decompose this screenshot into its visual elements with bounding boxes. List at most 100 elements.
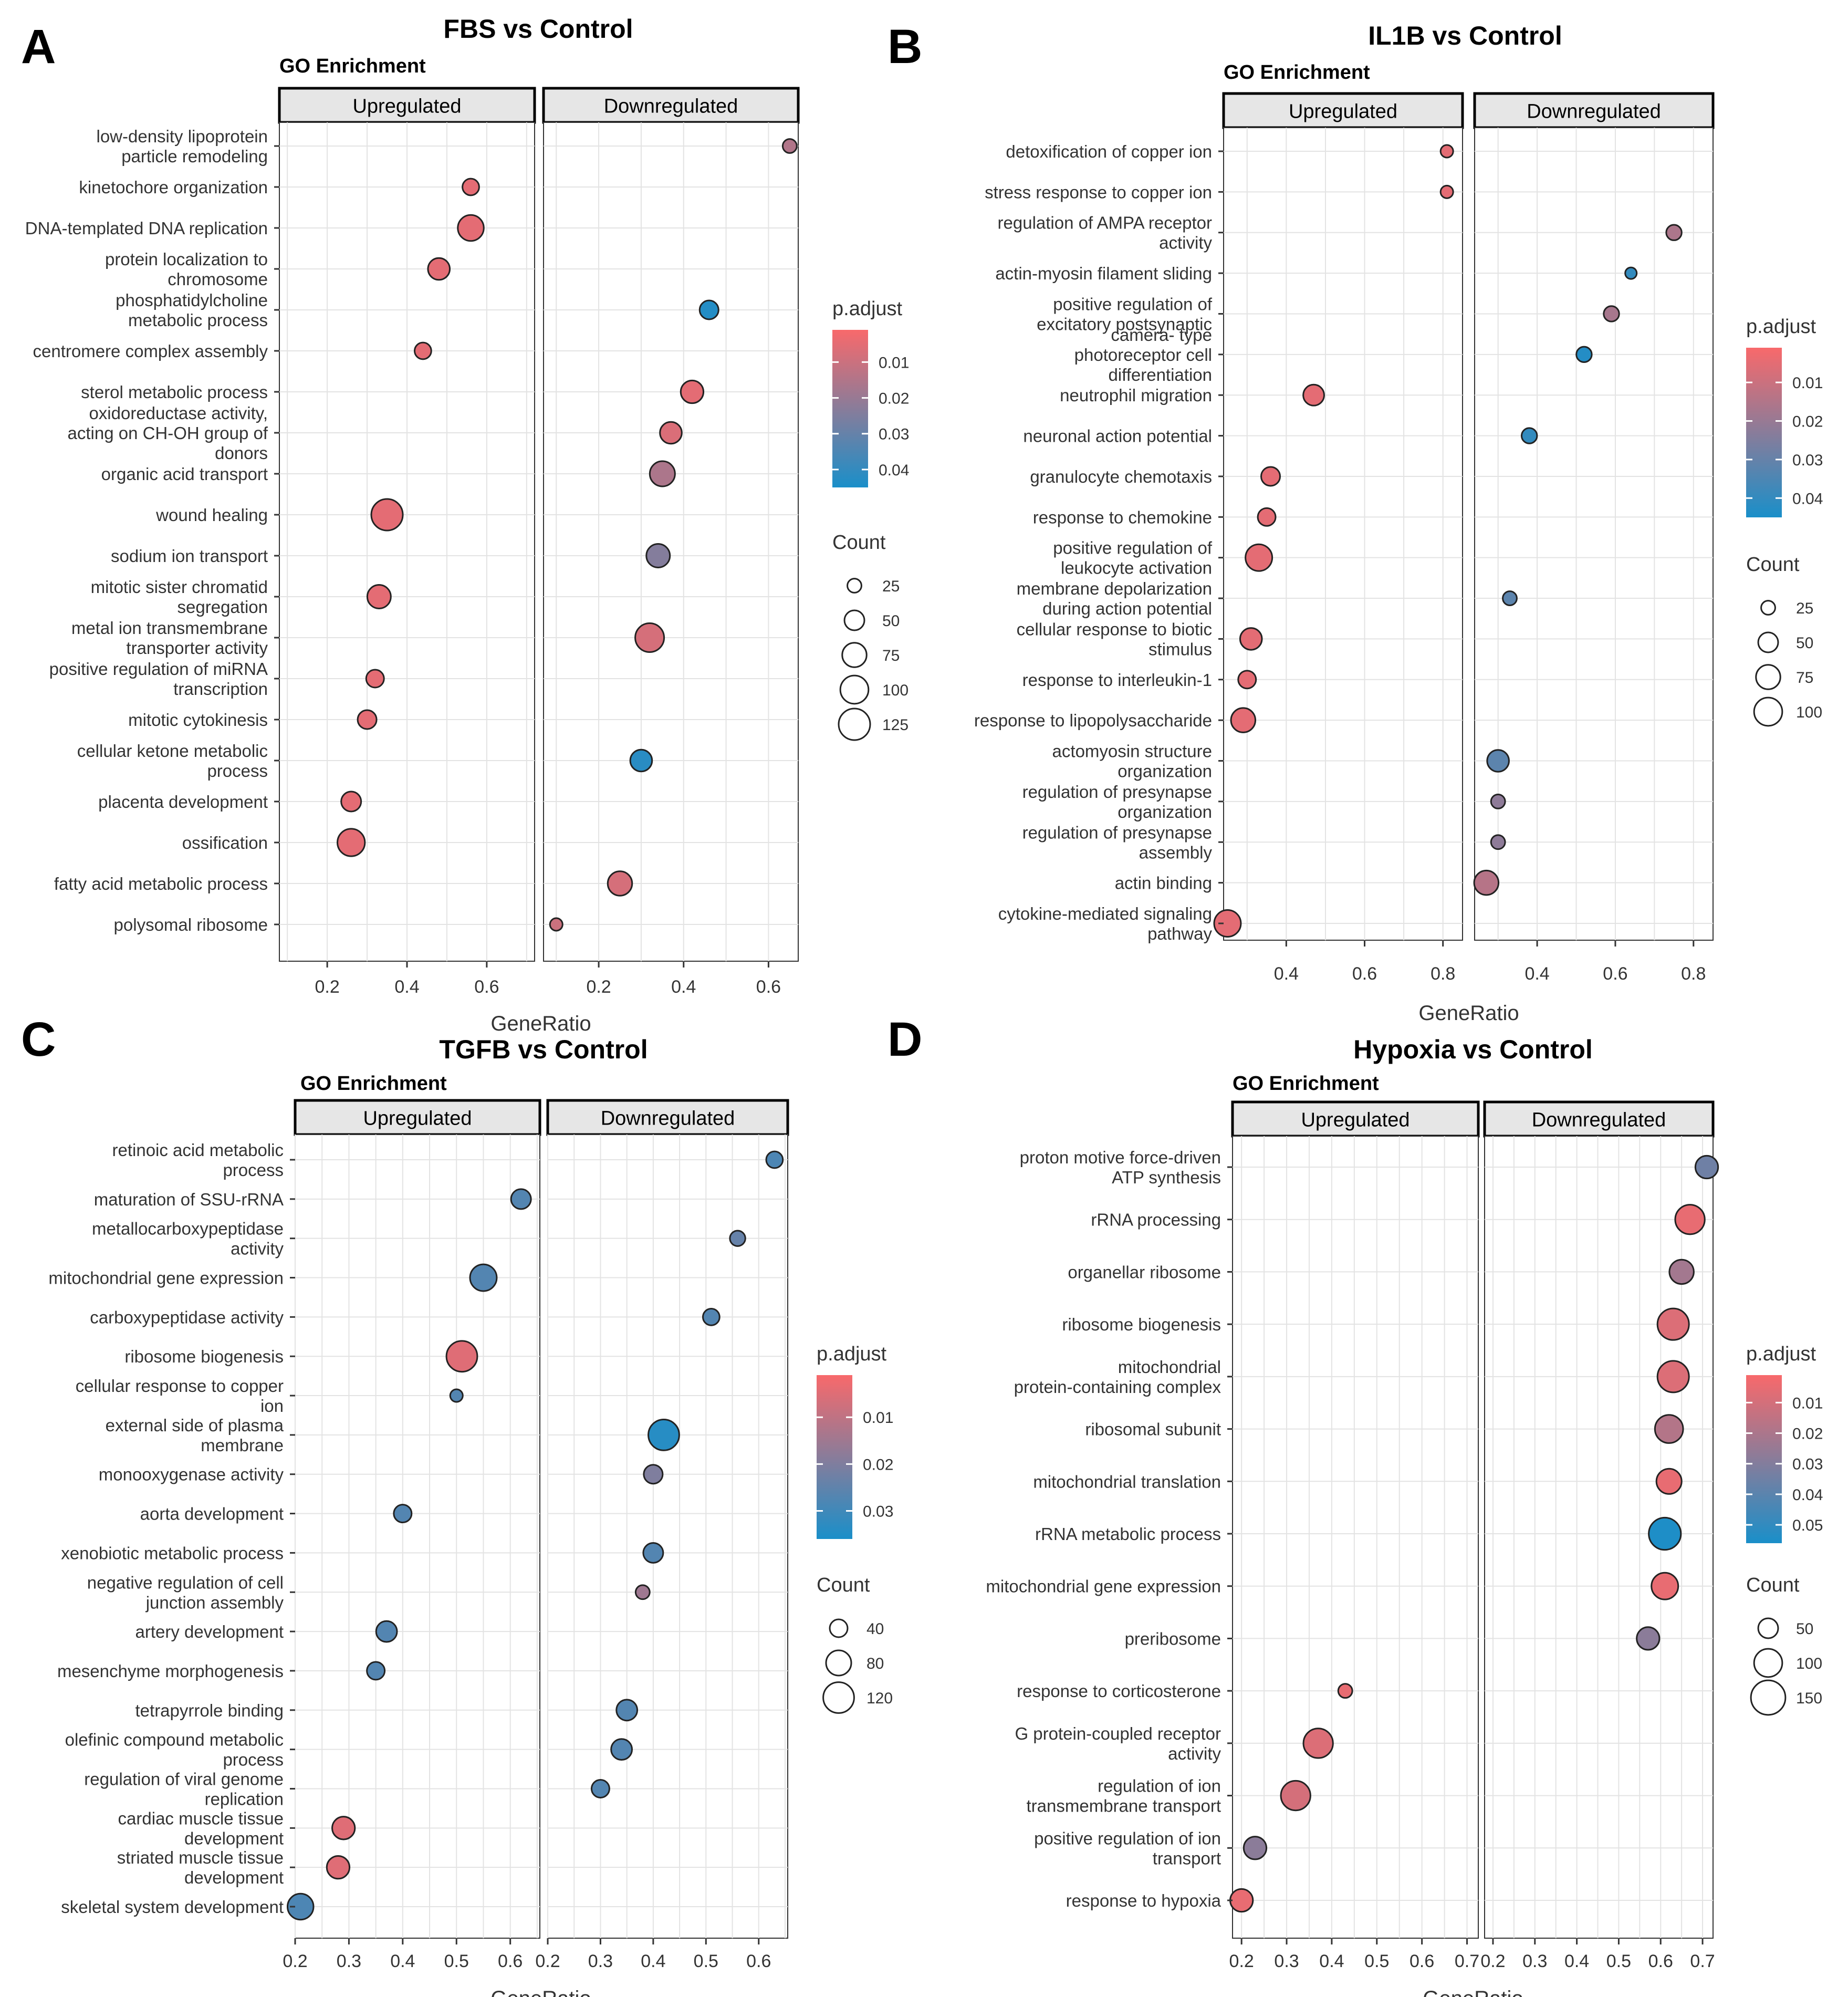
y-tick-label: ribosome biogenesis [1062, 1315, 1221, 1334]
y-tick-label: positive regulation of excitatory postsyn… [1037, 294, 1213, 334]
legend-tick-label: 0.01 [863, 1409, 893, 1427]
plot-area [543, 122, 799, 962]
y-tick-label: cellular response to copper ion [76, 1376, 284, 1416]
facet-upregulated: Upregulated 0.2 0.3 0.4 0.5 0.6 [283, 1099, 541, 1971]
panel-b: B IL1B vs Control GO Enrichment Upregulated… [888, 20, 1823, 1025]
panel-letter: A [21, 20, 56, 74]
chart-subtitle: GO Enrichment [1233, 1073, 1379, 1095]
legend-tick-label: 0.03 [863, 1503, 893, 1521]
data-point [427, 257, 451, 281]
data-point [629, 748, 653, 773]
x-tick-label: 0.6 [756, 977, 781, 997]
y-tick-label: G protein-coupled receptor activity [1015, 1724, 1221, 1763]
data-point [1239, 627, 1263, 651]
data-point [1229, 1888, 1254, 1913]
legend-tick-label: 0.02 [1792, 413, 1823, 430]
data-point [1665, 224, 1683, 241]
data-point [1654, 1414, 1684, 1444]
data-point [729, 1230, 746, 1247]
legend-size-circle [825, 1649, 852, 1677]
legend-color-title: p.adjust [832, 298, 903, 320]
data-point [457, 214, 485, 242]
y-tick-label: positive regulation of miRNA transcriptio… [49, 659, 268, 699]
x-tick-label: 0.4 [1525, 964, 1549, 984]
data-point [607, 870, 633, 897]
legend-size-circle [822, 1681, 855, 1714]
legend-size-label: 50 [1796, 1620, 1813, 1638]
data-point [1230, 707, 1257, 733]
x-tick-label: 0.4 [1564, 1951, 1589, 1971]
data-point [642, 1542, 664, 1564]
data-point [648, 1419, 680, 1451]
data-point [615, 1699, 639, 1722]
legend-color-title: p.adjust [817, 1343, 887, 1365]
data-point [1575, 346, 1593, 363]
data-point [645, 543, 671, 568]
y-tick-label: wound healing [155, 505, 268, 525]
y-tick-label: skeletal system development [61, 1897, 284, 1917]
legend-size-circle [838, 708, 871, 741]
chart-subtitle: GO Enrichment [1224, 61, 1370, 84]
data-point [1656, 1360, 1690, 1393]
data-point [659, 421, 683, 445]
legend-size-label: 80 [866, 1655, 884, 1672]
x-tick-label: 0.4 [671, 977, 696, 997]
data-point [643, 1464, 664, 1485]
data-point [1668, 1258, 1695, 1285]
legend-size-label: 75 [1796, 669, 1813, 687]
x-tick-label: 0.2 [535, 1951, 560, 1971]
data-point [1636, 1626, 1661, 1651]
panel-a: A FBS vs Control GO Enrichment Upregulated 0… [21, 14, 909, 1035]
legend-size-label: 150 [1796, 1690, 1822, 1707]
legend-colorbar [1746, 348, 1782, 517]
chart-subtitle: GO Enrichment [300, 1073, 447, 1095]
data-point [287, 1892, 315, 1921]
chart-title: TGFB vs Control [439, 1035, 648, 1064]
x-axis-label: GeneRatio [490, 1012, 591, 1035]
y-tick-label: neutrophil migration [1060, 386, 1212, 405]
y-tick-label: cardiac muscle tissue development [118, 1808, 284, 1848]
x-tick-label: 0.7 [1690, 1951, 1715, 1971]
y-tick-label: striated muscle tissue development [117, 1848, 284, 1887]
y-tick-label: oxidoreductase activity, acting on CH-OH … [67, 403, 268, 463]
legend-size-circle [839, 674, 870, 705]
y-tick-label: negative regulation of cell junction asse… [87, 1573, 284, 1612]
legend-size-circle [1757, 1617, 1779, 1639]
legend-size-circle [1760, 600, 1776, 616]
data-point [765, 1150, 784, 1169]
y-tick-label: organic acid transport [101, 464, 268, 484]
chart-subtitle: GO Enrichment [279, 55, 426, 77]
y-tick-label: organellar ribosome [1068, 1262, 1221, 1282]
y-tick-label: proton motive force-driven ATP synthesis [1020, 1148, 1221, 1187]
data-point [445, 1340, 478, 1373]
x-axis-label: GeneRatio [1423, 1987, 1523, 1997]
y-tick-label: granulocyte chemotaxis [1030, 467, 1212, 486]
legend-size-title: Count [1746, 554, 1800, 576]
legend: p.adjust 0.01 0.02 0.03 0.04 Count 25 50 75 100 [1746, 316, 1823, 727]
y-tick-label: placenta development [98, 792, 268, 812]
y-tick-label: regulation of presynapse assembly [1022, 823, 1213, 862]
x-axis-label: GeneRatio [490, 1987, 591, 1997]
facet-downregulated: Downregulated 0.2 0.3 0.4 0.5 0.6 [535, 1099, 789, 1971]
data-point [393, 1504, 413, 1524]
legend-tick-label: 0.03 [879, 426, 909, 443]
legend-tick-label: 0.04 [1792, 1486, 1823, 1504]
data-point [1520, 427, 1538, 444]
x-tick-label: 0.4 [1274, 964, 1299, 984]
legend-tick-label: 0.02 [879, 390, 909, 408]
data-point [337, 828, 366, 857]
x-tick-label: 0.4 [641, 1951, 665, 1971]
data-point [370, 498, 404, 532]
plot-area [295, 1134, 540, 1939]
y-tick-label: ossification [182, 833, 268, 852]
y-tick-label: DNA-templated DNA replication [25, 219, 268, 238]
data-point [1624, 266, 1638, 280]
facet-strip-label: Downregulated [1532, 1109, 1666, 1131]
x-tick-label: 0.8 [1431, 964, 1455, 984]
legend-size-circle [1753, 1648, 1783, 1678]
data-point [702, 1307, 721, 1326]
data-point [1486, 749, 1510, 773]
legend-size-label: 25 [882, 578, 900, 595]
x-tick-label: 0.2 [1229, 1951, 1254, 1971]
data-point [331, 1816, 356, 1840]
